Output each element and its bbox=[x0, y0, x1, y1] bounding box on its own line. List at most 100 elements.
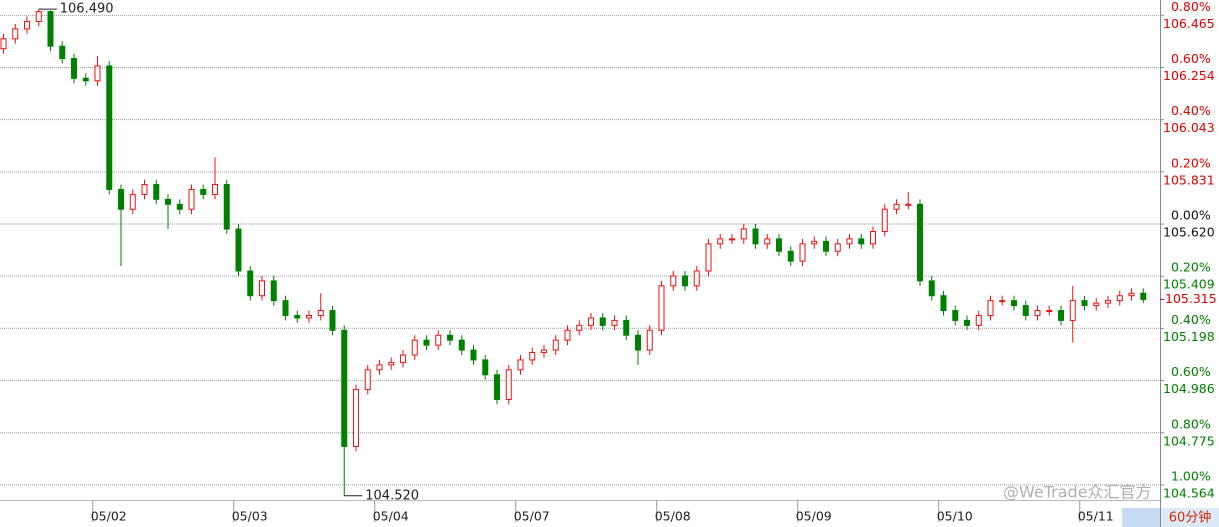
candle-body bbox=[623, 319, 630, 336]
candle-body bbox=[987, 300, 994, 316]
x-tick-label: 05/03 bbox=[232, 509, 268, 524]
percent-tick-label: 0.20% bbox=[1171, 260, 1211, 275]
candle-body bbox=[482, 359, 489, 376]
candle-body bbox=[12, 28, 19, 40]
x-tick-label: 05/10 bbox=[937, 509, 973, 524]
candle-body bbox=[787, 250, 794, 262]
candle-body bbox=[47, 11, 54, 47]
candle-body bbox=[494, 374, 500, 400]
candle-body bbox=[1022, 305, 1029, 316]
candle-body bbox=[1140, 292, 1147, 300]
candle-body bbox=[270, 280, 277, 302]
x-tick-label: 05/04 bbox=[373, 509, 409, 524]
percent-tick-label: 0.40% bbox=[1171, 312, 1211, 327]
percent-tick-label: 0.00% bbox=[1171, 208, 1211, 223]
candle-body bbox=[705, 243, 712, 272]
candle-body bbox=[599, 317, 606, 326]
candle-body bbox=[740, 228, 747, 240]
candle-body bbox=[0, 38, 7, 50]
price-tick-label: 104.564 bbox=[1163, 485, 1215, 500]
candle-body bbox=[1034, 310, 1041, 316]
candle-body bbox=[282, 300, 289, 316]
candle-body bbox=[517, 359, 524, 371]
period-label: 60分钟 bbox=[1169, 510, 1212, 526]
watermark: @WeTrade众汇官方 bbox=[1003, 483, 1152, 502]
candle-body bbox=[893, 203, 900, 210]
candle-body bbox=[564, 329, 571, 341]
candle-body bbox=[1105, 300, 1111, 304]
percent-tick-label: 1.00% bbox=[1171, 468, 1211, 483]
candle-body bbox=[247, 270, 254, 297]
candle-body bbox=[435, 334, 442, 346]
candle-body bbox=[881, 208, 888, 232]
candle-body bbox=[940, 295, 947, 312]
annotation-label: 104.520 bbox=[365, 488, 419, 503]
candle-body bbox=[376, 364, 383, 371]
candle-body bbox=[670, 275, 677, 287]
candle-body bbox=[165, 198, 171, 205]
percent-tick-label: 0.60% bbox=[1171, 364, 1211, 379]
x-tick-label: 05/11 bbox=[1078, 509, 1114, 524]
price-tick-label: 106.043 bbox=[1163, 120, 1215, 135]
candle-body bbox=[341, 329, 348, 447]
candle-body bbox=[729, 238, 735, 241]
candle-body bbox=[975, 314, 982, 326]
period-box bbox=[1161, 508, 1219, 527]
candle-body bbox=[71, 58, 77, 79]
candle-body bbox=[635, 334, 641, 351]
candle-body bbox=[1069, 300, 1076, 321]
candle-body bbox=[176, 203, 183, 210]
scroll-box bbox=[1122, 508, 1160, 527]
candle-body bbox=[1011, 300, 1017, 307]
percent-tick-label: 0.40% bbox=[1171, 103, 1211, 118]
candle-body bbox=[1058, 310, 1064, 321]
price-tick-label: 104.986 bbox=[1163, 381, 1215, 396]
candle-body bbox=[259, 280, 265, 297]
candle-body bbox=[223, 184, 230, 230]
candle-body bbox=[658, 285, 665, 331]
candle-body bbox=[717, 238, 724, 245]
candle-body bbox=[353, 389, 359, 447]
candle-body bbox=[411, 339, 418, 356]
candle-body bbox=[646, 329, 653, 351]
candle-body bbox=[999, 300, 1006, 303]
candle-body bbox=[928, 280, 935, 297]
candle-body bbox=[317, 310, 324, 316]
candle-body bbox=[470, 349, 477, 361]
candle-body bbox=[106, 65, 113, 190]
candle-body bbox=[952, 310, 959, 321]
price-tick-label: 105.198 bbox=[1163, 329, 1215, 344]
candle-body bbox=[576, 324, 583, 331]
candle-body bbox=[1081, 300, 1088, 307]
candle-body bbox=[846, 238, 853, 245]
price-tick-label: 105.409 bbox=[1163, 277, 1215, 292]
x-tick-label: 05/07 bbox=[514, 509, 550, 524]
percent-tick-label: 0.20% bbox=[1171, 155, 1211, 170]
candle-body bbox=[400, 354, 406, 363]
candle-body bbox=[541, 349, 547, 354]
candle-body bbox=[82, 77, 89, 82]
candle-body bbox=[212, 184, 218, 195]
candle-body bbox=[811, 240, 818, 245]
candle-body bbox=[306, 314, 312, 319]
candle-body bbox=[799, 243, 806, 262]
candle-body bbox=[447, 334, 453, 341]
candle-body bbox=[35, 11, 42, 22]
candle-body bbox=[682, 275, 688, 287]
candle-body bbox=[129, 193, 136, 210]
candle-body bbox=[153, 184, 160, 200]
candle-body bbox=[823, 240, 829, 252]
last-price-label: 105.315 bbox=[1165, 291, 1217, 306]
candle-body bbox=[858, 238, 865, 245]
price-tick-label: 105.831 bbox=[1163, 172, 1215, 187]
candle-body bbox=[529, 352, 536, 361]
candle-body bbox=[294, 314, 301, 319]
candle-body bbox=[364, 369, 371, 391]
candle-body bbox=[917, 203, 923, 282]
candle-body bbox=[235, 228, 242, 272]
price-tick-label: 105.620 bbox=[1163, 225, 1215, 240]
candle-body bbox=[24, 20, 30, 30]
candle-body bbox=[1128, 292, 1135, 297]
candle-body bbox=[611, 319, 618, 326]
candle-body bbox=[905, 203, 912, 206]
